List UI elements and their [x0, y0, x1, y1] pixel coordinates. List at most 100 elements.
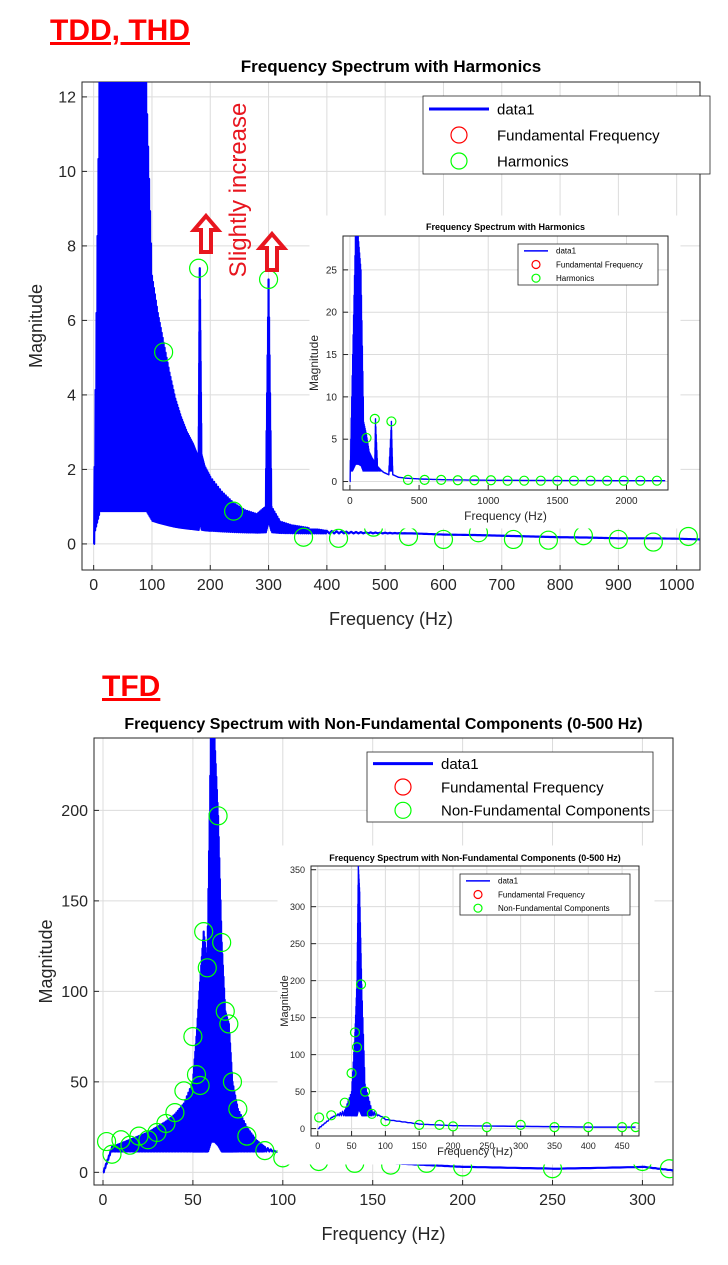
legend-entry: Fundamental Frequency — [498, 890, 585, 899]
legend-entry: data1 — [497, 101, 535, 118]
x-tick-label: 0 — [315, 1141, 320, 1151]
harmonic-marker — [314, 1112, 325, 1123]
y-tick-label: 15 — [326, 350, 338, 361]
legend: data1 Fundamental Frequency Non-Fundamenta… — [366, 751, 654, 823]
harmonic-marker — [189, 258, 209, 278]
x-tick-label: 0 — [99, 1192, 108, 1209]
y-tick-label: 10 — [326, 392, 338, 403]
y-tick-label: 200 — [290, 976, 305, 986]
x-tick-label: 500 — [372, 577, 399, 594]
x-axis-label: Frequency (Hz) — [464, 509, 547, 523]
x-tick-label: 900 — [605, 577, 632, 594]
chart-title: Frequency Spectrum with Harmonics — [426, 222, 585, 232]
legend-entry: Non-Fundamental Components — [441, 803, 650, 820]
y-tick-label: 12 — [58, 90, 76, 107]
harmonic-marker — [678, 526, 698, 547]
axes-box — [81, 81, 701, 571]
harmonic-marker — [223, 501, 244, 521]
harmonic-marker — [102, 1144, 122, 1164]
legend-entry: Harmonics — [497, 153, 569, 170]
harmonic-marker — [414, 1119, 425, 1131]
y-axis-label: Magnitude — [279, 975, 291, 1026]
legend-symbol-fundamental — [531, 259, 541, 270]
harmonic-marker — [194, 922, 214, 942]
harmonic-marker — [237, 1126, 257, 1146]
legend-symbol-harmonics — [473, 903, 483, 913]
harmonic-marker — [255, 1141, 275, 1161]
legend-symbol-fundamental — [450, 126, 468, 144]
x-tick-label: 1500 — [546, 496, 569, 507]
harmonic-marker — [433, 529, 454, 550]
x-tick-label: 250 — [479, 1141, 494, 1151]
x-tick-label: 200 — [449, 1192, 476, 1209]
x-tick-label: 100 — [139, 577, 166, 594]
x-axis-label: Frequency (Hz) — [437, 1146, 513, 1158]
x-tick-label: 400 — [581, 1141, 596, 1151]
harmonic-marker — [326, 1110, 337, 1121]
y-tick-label: 0 — [67, 537, 76, 554]
harmonic-marker — [111, 1130, 131, 1150]
x-tick-label: 350 — [547, 1141, 562, 1151]
harmonic-marker — [165, 1103, 185, 1123]
chart-title: Frequency Spectrum with Non-Fundamental … — [124, 716, 642, 733]
top-chart-figure: 0 100 200 300 400 500 600 700 800 900 100002468101… — [26, 57, 711, 629]
x-tick-label: 0 — [347, 496, 353, 507]
y-tick-label: 150 — [61, 893, 88, 910]
harmonic-marker — [386, 416, 397, 427]
series-line-data1 — [317, 866, 636, 1130]
harmonic-marker — [366, 1108, 377, 1119]
harmonic-marker — [519, 475, 530, 486]
x-tick-label: 1000 — [659, 577, 695, 594]
harmonic-marker — [208, 806, 228, 826]
harmonic-marker — [228, 1099, 248, 1119]
harmonic-marker — [436, 474, 447, 485]
x-tick-label: 600 — [430, 577, 457, 594]
y-tick-label: 8 — [67, 239, 76, 256]
legend-symbol-harmonics — [450, 152, 468, 170]
harmonic-marker — [351, 1042, 363, 1053]
harmonic-marker — [369, 413, 380, 424]
y-tick-label: 20 — [326, 308, 338, 319]
x-tick-label: 50 — [347, 1141, 357, 1151]
legend-entry: Harmonics — [556, 274, 594, 283]
harmonic-marker — [618, 475, 629, 486]
legend-symbol-fundamental — [473, 889, 483, 900]
harmonic-marker — [346, 1068, 357, 1079]
plot-content — [349, 236, 666, 486]
y-tick-label: 300 — [290, 902, 305, 912]
legend-entry: Fundamental Frequency — [556, 260, 643, 269]
y-tick-label: 50 — [295, 1087, 305, 1097]
harmonic-marker — [469, 475, 480, 486]
x-tick-label: 200 — [197, 577, 224, 594]
harmonic-marker — [197, 958, 217, 978]
harmonic-marker — [568, 475, 580, 486]
chart-top-inset: 0 500 1000 1500 2000 0 5 10 15 20 25 Frequency Spec… — [307, 215, 681, 529]
plot-content — [93, 82, 700, 552]
harmonic-marker — [630, 1122, 639, 1133]
x-tick-label: 150 — [359, 1192, 386, 1209]
harmonic-marker — [154, 342, 174, 362]
harmonic-marker — [402, 474, 414, 485]
harmonic-marker — [222, 1072, 243, 1092]
harmonic-marker — [602, 475, 613, 486]
plot-content — [314, 866, 639, 1133]
harmonic-marker — [190, 1075, 210, 1096]
x-tick-label: 400 — [314, 577, 341, 594]
harmonic-marker — [616, 1122, 628, 1133]
legend: data1 Fundamental Frequency Harmonics — [422, 95, 711, 175]
x-tick-label: 300 — [255, 577, 282, 594]
y-tick-label: 50 — [70, 1074, 88, 1091]
harmonic-marker — [535, 475, 546, 486]
section-label-tdd-thd: TDD, THD — [50, 14, 190, 47]
x-tick-label: 250 — [539, 1192, 566, 1209]
legend: data1 Fundamental Frequency Harmonics — [517, 243, 659, 286]
harmonic-marker — [452, 475, 463, 486]
legend-entry: data1 — [556, 247, 577, 256]
harmonic-marker — [485, 475, 497, 486]
legend-entry: Fundamental Frequency — [441, 779, 604, 796]
harmonic-marker — [361, 432, 372, 444]
chart-title: Frequency Spectrum with Harmonics — [241, 57, 541, 76]
x-tick-label: 100 — [269, 1192, 296, 1209]
y-axis-label: Magnitude — [26, 284, 46, 368]
